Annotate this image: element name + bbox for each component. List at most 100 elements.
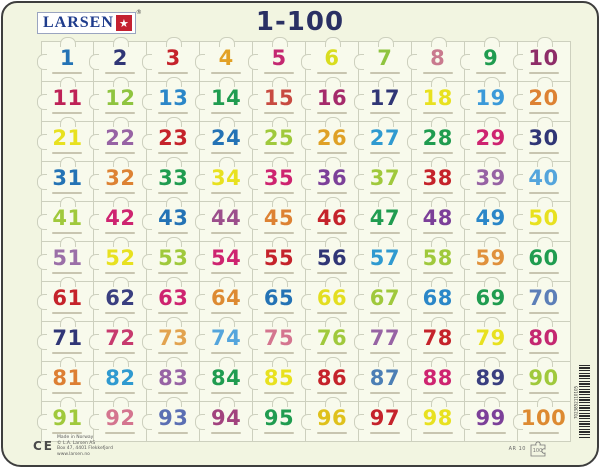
piece-number: 65 bbox=[263, 286, 295, 310]
puzzle-piece-73: 73 bbox=[142, 316, 201, 362]
piece-number: 94 bbox=[211, 406, 242, 430]
piece-number: 78 bbox=[422, 326, 453, 350]
piece-number: 32 bbox=[105, 166, 136, 190]
piece-number: 27 bbox=[369, 126, 400, 150]
number-underline bbox=[475, 152, 506, 154]
number-underline bbox=[158, 152, 189, 154]
number-underline bbox=[158, 352, 189, 354]
puzzle-piece-40: 40 bbox=[512, 156, 571, 202]
piece-number: 95 bbox=[263, 406, 295, 430]
piece-number: 6 bbox=[324, 46, 340, 70]
number-underline bbox=[422, 232, 453, 234]
number-underline bbox=[264, 392, 295, 394]
piece-number: 8 bbox=[430, 46, 446, 70]
number-underline bbox=[422, 432, 453, 434]
number-underline bbox=[316, 112, 347, 114]
number-underline bbox=[158, 112, 189, 114]
piece-number: 73 bbox=[158, 326, 189, 350]
piece-number: 39 bbox=[475, 166, 506, 190]
number-underline bbox=[369, 312, 400, 314]
piece-number: 15 bbox=[263, 86, 295, 110]
puzzle-piece-27: 27 bbox=[353, 116, 412, 162]
number-underline bbox=[528, 232, 559, 234]
puzzle-piece-84: 84 bbox=[195, 356, 254, 402]
number-underline bbox=[475, 192, 506, 194]
piece-number: 12 bbox=[105, 86, 136, 110]
puzzle-piece-13: 13 bbox=[142, 76, 201, 122]
number-underline bbox=[475, 232, 506, 234]
number-underline bbox=[475, 272, 506, 274]
puzzle-piece-60: 60 bbox=[512, 236, 571, 282]
number-underline bbox=[52, 232, 83, 234]
puzzle-piece-23: 23 bbox=[142, 116, 201, 162]
puzzle-piece-45: 45 bbox=[248, 196, 306, 242]
puzzle-piece-69: 69 bbox=[459, 276, 518, 322]
piece-number: 16 bbox=[316, 86, 348, 110]
puzzle-piece-58: 58 bbox=[406, 236, 465, 282]
puzzle-piece-87: 87 bbox=[353, 356, 412, 402]
number-underline bbox=[316, 392, 347, 394]
puzzle-piece-97: 97 bbox=[353, 396, 412, 442]
piece-number: 50 bbox=[528, 206, 559, 230]
puzzle-piece-99: 99 bbox=[459, 396, 518, 442]
number-underline bbox=[316, 152, 347, 154]
piece-number: 70 bbox=[528, 286, 559, 310]
product-block: AR 10 100 bbox=[509, 441, 551, 457]
number-underline bbox=[52, 192, 83, 194]
piece-number: 25 bbox=[263, 126, 295, 150]
piece-number: 46 bbox=[316, 206, 348, 230]
piece-number: 72 bbox=[105, 326, 136, 350]
puzzle-piece-80: 80 bbox=[512, 316, 571, 362]
number-underline bbox=[475, 392, 506, 394]
piece-number: 14 bbox=[211, 86, 242, 110]
piece-number: 83 bbox=[158, 366, 189, 390]
number-underline bbox=[422, 392, 453, 394]
manufacturer-address: Made in Norway © L.A. Larsen AS Box 47, … bbox=[57, 435, 113, 457]
piece-number: 81 bbox=[52, 366, 83, 390]
number-underline bbox=[264, 272, 295, 274]
number-underline bbox=[316, 432, 347, 434]
piece-number: 91 bbox=[52, 406, 83, 430]
number-underline bbox=[264, 352, 295, 354]
piece-number: 11 bbox=[52, 86, 83, 110]
puzzle-piece-34: 34 bbox=[195, 156, 254, 202]
number-underline bbox=[475, 312, 506, 314]
number-underline bbox=[52, 432, 83, 434]
number-underline bbox=[105, 272, 136, 274]
number-underline bbox=[369, 392, 400, 394]
number-underline bbox=[211, 312, 242, 314]
ce-mark: CE bbox=[33, 439, 55, 454]
piece-number: 90 bbox=[528, 366, 559, 390]
piece-number: 3 bbox=[165, 46, 181, 70]
puzzle-piece-35: 35 bbox=[248, 156, 306, 202]
number-underline bbox=[422, 152, 453, 154]
puzzle-piece-48: 48 bbox=[406, 196, 465, 242]
number-underline bbox=[528, 432, 559, 434]
puzzle-piece-61: 61 bbox=[36, 276, 95, 322]
piece-number: 69 bbox=[475, 286, 506, 310]
number-underline bbox=[316, 232, 347, 234]
puzzle-piece-3: 3 bbox=[142, 36, 201, 82]
number-underline bbox=[52, 112, 83, 114]
number-underline bbox=[105, 72, 136, 74]
piece-number: 100 bbox=[520, 406, 567, 430]
puzzle-piece-86: 86 bbox=[301, 356, 359, 402]
puzzle-piece-90: 90 bbox=[512, 356, 571, 402]
puzzle-piece-71: 71 bbox=[36, 316, 95, 362]
number-underline bbox=[211, 232, 242, 234]
piece-number: 22 bbox=[105, 126, 136, 150]
address-line: © L.A. Larsen AS bbox=[57, 440, 96, 446]
piece-number: 88 bbox=[422, 366, 453, 390]
number-underline bbox=[52, 72, 83, 74]
number-underline bbox=[422, 312, 453, 314]
number-underline bbox=[105, 312, 136, 314]
piece-number: 45 bbox=[263, 206, 295, 230]
puzzle-piece-77: 77 bbox=[353, 316, 412, 362]
piece-number: 40 bbox=[528, 166, 559, 190]
number-underline bbox=[264, 152, 295, 154]
piece-number: 87 bbox=[369, 366, 400, 390]
piece-number: 56 bbox=[316, 246, 348, 270]
puzzle-piece-66: 66 bbox=[301, 276, 359, 322]
puzzle-piece-count-icon: 100 bbox=[530, 441, 546, 457]
